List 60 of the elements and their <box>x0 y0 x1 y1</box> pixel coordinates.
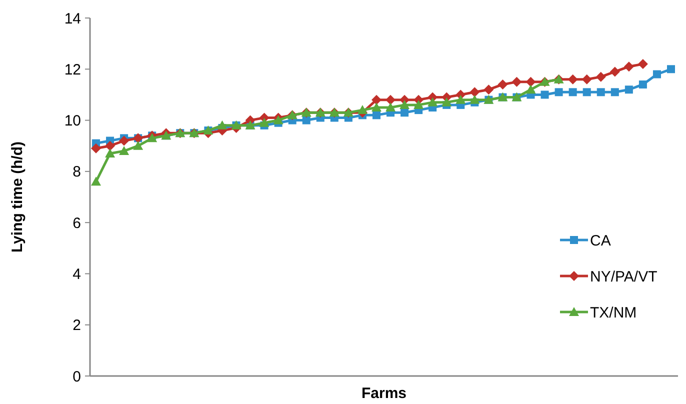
point <box>582 88 591 96</box>
x-axis-title: Farms <box>361 385 407 402</box>
point <box>610 66 620 77</box>
point <box>624 62 634 72</box>
y-tick-label: 10 <box>64 112 81 130</box>
point <box>105 148 116 158</box>
point <box>470 94 480 104</box>
legend-label: NY/PA/VT <box>590 268 658 286</box>
point <box>91 143 101 154</box>
point <box>456 94 466 104</box>
point <box>428 97 438 106</box>
point <box>512 76 522 87</box>
point <box>498 79 508 90</box>
point <box>540 90 549 99</box>
point <box>147 133 158 142</box>
point <box>638 59 648 70</box>
y-tick-label: 4 <box>72 266 81 283</box>
point <box>386 94 396 105</box>
point <box>119 136 130 146</box>
y-axis-title: Lying time (h/d) <box>9 141 26 253</box>
y-tick-label: 8 <box>72 164 81 181</box>
point <box>596 88 605 96</box>
point <box>638 80 647 88</box>
point <box>91 176 101 186</box>
point <box>442 97 452 106</box>
point <box>302 116 310 124</box>
point <box>372 111 380 120</box>
point <box>568 74 578 84</box>
point <box>526 84 536 94</box>
point <box>119 146 130 155</box>
point <box>259 118 270 127</box>
point <box>371 102 382 112</box>
point <box>667 65 675 74</box>
y-tick-label: 12 <box>64 61 81 78</box>
point <box>386 102 396 112</box>
point <box>568 88 577 96</box>
y-tick-label: 0 <box>72 368 81 386</box>
point <box>400 108 409 117</box>
point <box>105 140 116 151</box>
legend-label: CA <box>590 232 611 250</box>
point <box>582 74 592 84</box>
point <box>526 76 536 87</box>
y-tick-label: 2 <box>72 317 81 334</box>
point <box>484 84 494 95</box>
point <box>217 120 228 130</box>
point <box>596 72 606 82</box>
point <box>624 86 633 94</box>
legend-label: TX/NM <box>590 304 637 322</box>
y-tick-label: 6 <box>72 214 81 232</box>
point <box>273 115 284 124</box>
point <box>610 88 619 96</box>
point <box>400 100 410 109</box>
point <box>133 140 144 150</box>
point <box>371 94 382 105</box>
y-tick-label: 14 <box>64 10 81 28</box>
point <box>470 87 480 98</box>
point <box>357 105 368 114</box>
point <box>652 70 661 78</box>
point <box>554 88 563 96</box>
point <box>414 100 424 109</box>
